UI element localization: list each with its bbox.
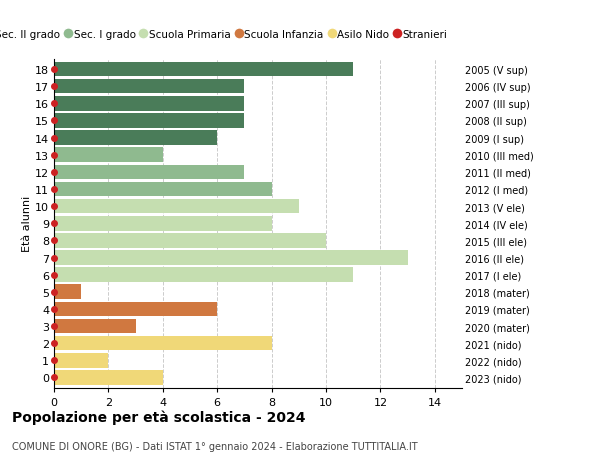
Bar — [54, 97, 244, 112]
Bar — [54, 336, 272, 351]
Bar — [54, 148, 163, 162]
Bar — [54, 319, 136, 334]
Bar — [54, 353, 109, 368]
Bar — [54, 285, 81, 299]
Bar — [54, 234, 326, 248]
Legend: Sec. II grado, Sec. I grado, Scuola Primaria, Scuola Infanzia, Asilo Nido, Stran: Sec. II grado, Sec. I grado, Scuola Prim… — [0, 26, 452, 44]
Bar — [54, 251, 407, 265]
Bar — [54, 114, 244, 129]
Bar — [54, 370, 163, 385]
Bar — [54, 80, 244, 94]
Y-axis label: Età alunni: Età alunni — [22, 196, 32, 252]
Bar — [54, 131, 217, 146]
Bar — [54, 199, 299, 214]
Bar — [54, 182, 272, 197]
Bar — [54, 217, 272, 231]
Bar — [54, 302, 217, 317]
Bar — [54, 268, 353, 282]
Bar — [54, 63, 353, 77]
Text: Popolazione per età scolastica - 2024: Popolazione per età scolastica - 2024 — [12, 410, 305, 425]
Text: COMUNE DI ONORE (BG) - Dati ISTAT 1° gennaio 2024 - Elaborazione TUTTITALIA.IT: COMUNE DI ONORE (BG) - Dati ISTAT 1° gen… — [12, 441, 418, 451]
Bar — [54, 165, 244, 180]
